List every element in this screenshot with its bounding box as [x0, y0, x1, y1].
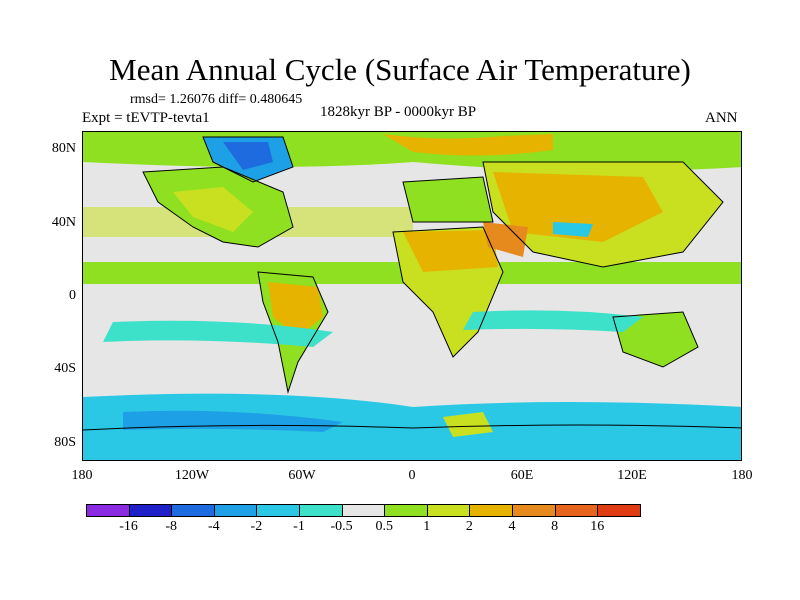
colorbar-swatch-2	[171, 504, 215, 517]
colorbar-label-0: -16	[119, 519, 138, 534]
x-label-120e: 120E	[617, 468, 647, 483]
colorbar-label-2: -4	[207, 519, 220, 534]
colorbar-label-8: 2	[465, 519, 473, 534]
y-label-40n: 40N	[51, 215, 76, 230]
colorbar-swatch-4	[256, 504, 300, 517]
stats-label: rmsd= 1.26076 diff= 0.480645	[130, 92, 303, 107]
colorbar-swatch-11	[554, 504, 599, 517]
temperature-map	[82, 131, 742, 461]
y-label-eq: 0	[69, 288, 76, 303]
australia	[613, 312, 698, 367]
colorbar-swatch-9	[469, 504, 513, 517]
sahara-warm	[403, 230, 498, 272]
arctic-warm-patch	[383, 134, 553, 156]
colorbar-swatch-10	[511, 504, 556, 517]
plot-title: Mean Annual Cycle (Surface Air Temperatu…	[109, 52, 691, 87]
colorbar-swatch-12	[597, 504, 641, 517]
colorbar-label-11: 16	[590, 519, 605, 534]
x-label-0: 0	[408, 468, 416, 483]
colorbar-swatch-3	[213, 504, 258, 517]
period-label: 1828kyr BP - 0000kyr BP	[320, 104, 477, 120]
y-label-80s: 80S	[54, 435, 76, 450]
colorbar-label-9: 4	[508, 519, 516, 534]
south-pacific-cyan	[103, 320, 333, 347]
colorbar-label-3: -2	[250, 519, 263, 534]
colorbar-label-6: 0.5	[375, 519, 393, 534]
season-label: ANN	[705, 110, 738, 126]
coastlines	[83, 136, 741, 431]
x-label-60e: 60E	[510, 468, 534, 483]
colorbar-swatch-0	[86, 504, 130, 517]
colorbar-swatch-1	[128, 504, 173, 517]
x-label-60w: 60W	[288, 468, 316, 483]
antarctica-warm	[443, 412, 493, 437]
colorbar-label-7: 1	[423, 519, 431, 534]
indian-ocean-cyan	[463, 310, 643, 332]
experiment-label: Expt = tEVTP-tevta1	[82, 110, 210, 126]
south-america-warm	[268, 282, 323, 337]
antarctica	[83, 432, 741, 460]
north-america-warm	[173, 187, 253, 232]
colorbar-swatch-7	[384, 504, 428, 517]
x-label-120w: 120W	[174, 468, 210, 483]
greenland-deep	[223, 142, 273, 170]
colorbar-swatch-6	[341, 504, 386, 517]
y-label-80n: 80N	[51, 141, 76, 156]
colorbar-label-5: -0.5	[330, 519, 353, 534]
europe	[403, 177, 493, 222]
colorbar-swatch-8	[426, 504, 471, 517]
x-label-180w: 180	[71, 468, 93, 483]
arabia-hot	[483, 222, 528, 257]
colorbar-label-1: -8	[165, 519, 178, 534]
x-label-180e: 180	[731, 468, 753, 483]
y-label-40s: 40S	[54, 361, 76, 376]
tibet-cool	[553, 222, 593, 237]
colorbar	[86, 504, 641, 517]
colorbar-label-10: 8	[551, 519, 559, 534]
colorbar-label-4: -1	[293, 519, 305, 534]
asia-warm	[493, 172, 663, 242]
colorbar-swatch-5	[298, 504, 343, 517]
southern-ocean-band	[83, 393, 741, 442]
